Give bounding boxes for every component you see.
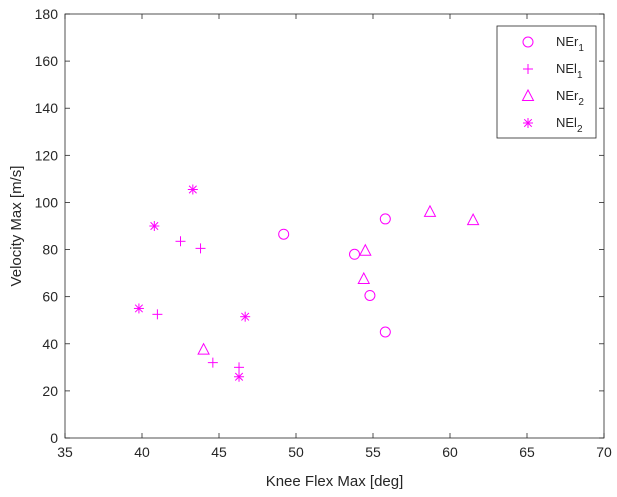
- legend-label: NEl1: [556, 61, 583, 81]
- y-tick-label: 140: [35, 100, 59, 116]
- y-tick-label: 80: [42, 242, 58, 258]
- y-tick-label: 60: [42, 289, 58, 305]
- plot-frame: [64, 13, 605, 439]
- legend-label-subscript: 1: [577, 70, 583, 81]
- x-tick-label: 45: [211, 444, 227, 460]
- legend-label: NEr2: [556, 88, 584, 108]
- data-point-triangle: [357, 271, 371, 284]
- y-tick-label: 0: [50, 430, 58, 446]
- y-tick-label: 20: [42, 383, 58, 399]
- data-point-plus: [207, 357, 218, 368]
- legend-marker-circle: [522, 36, 534, 48]
- data-point-triangle: [358, 243, 372, 256]
- legend-label: NEr1: [556, 34, 584, 54]
- legend-box: [496, 25, 597, 139]
- data-point-plus: [152, 309, 163, 320]
- x-tick-label: 40: [134, 444, 150, 460]
- y-axis-label: Velocity Max [m/s]: [8, 166, 25, 287]
- data-point-triangle: [466, 213, 480, 226]
- x-tick-label: 70: [596, 444, 612, 460]
- legend-label-text: NEr: [556, 88, 579, 103]
- legend-marker-triangle: [521, 88, 535, 101]
- y-axis-ticks: 0 20 40 60 80 100 120 140 160 180: [35, 6, 604, 446]
- data-point-circle: [349, 248, 361, 260]
- y-tick-label: 120: [35, 147, 59, 163]
- legend-marker-plus: [523, 64, 533, 74]
- data-point-asterisk: [133, 303, 144, 314]
- x-axis-label: Knee Flex Max [deg]: [266, 473, 404, 490]
- data-point-triangle: [197, 342, 210, 355]
- data-point-asterisk: [149, 221, 160, 231]
- y-tick-label: 100: [35, 194, 59, 210]
- data-point-circle: [379, 213, 391, 225]
- data-point-asterisk: [234, 371, 245, 382]
- legend-label-subscript: 2: [577, 124, 583, 135]
- legend-label-subscript: 2: [578, 97, 584, 108]
- legend-label: NEl2: [556, 115, 583, 135]
- x-tick-label: 60: [442, 444, 458, 460]
- y-tick-label: 160: [35, 53, 59, 69]
- legend-marker-asterisk: [523, 118, 533, 128]
- data-points: [133, 184, 480, 382]
- y-tick-label: 40: [42, 336, 58, 352]
- legend-label-text: NEl: [556, 115, 577, 130]
- legend-label-text: NEl: [556, 61, 577, 76]
- x-axis-ticks: 35 40 45 50 55 60 65 70: [57, 14, 612, 460]
- x-tick-label: 50: [288, 444, 304, 460]
- data-point-plus: [175, 236, 186, 247]
- data-point-circle: [364, 289, 376, 301]
- data-point-triangle: [423, 204, 437, 217]
- data-point-circle: [278, 228, 290, 240]
- data-point-asterisk: [187, 184, 198, 195]
- legend-label-text: NEr: [556, 34, 579, 49]
- x-tick-label: 35: [57, 444, 73, 460]
- data-point-plus: [234, 362, 245, 373]
- data-point-circle: [379, 326, 391, 338]
- y-tick-label: 180: [35, 6, 59, 22]
- legend-label-subscript: 1: [578, 43, 584, 54]
- x-tick-label: 65: [519, 444, 535, 460]
- x-tick-label: 55: [365, 444, 381, 460]
- data-point-asterisk: [240, 311, 251, 322]
- data-point-plus: [195, 243, 206, 254]
